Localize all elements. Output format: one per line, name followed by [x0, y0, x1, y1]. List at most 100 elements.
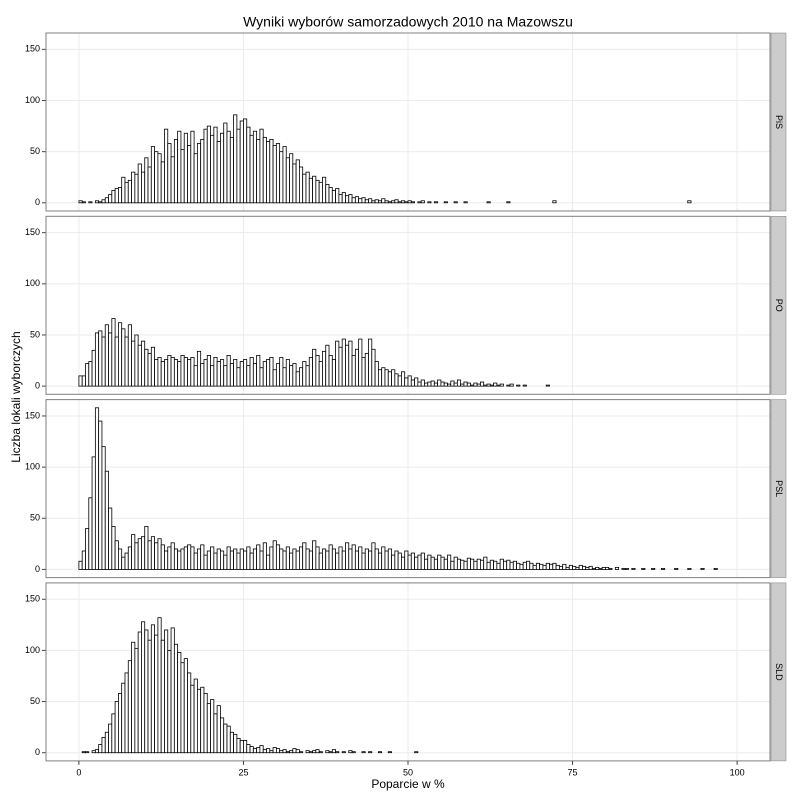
- bar: [91, 349, 96, 387]
- bar: [377, 552, 383, 570]
- bar: [322, 548, 327, 570]
- bar: [216, 141, 221, 204]
- bar: [262, 136, 267, 204]
- bar: [190, 130, 195, 204]
- bar: [203, 554, 208, 570]
- bar: [506, 559, 511, 570]
- bar: [108, 723, 113, 754]
- bar: [302, 361, 307, 387]
- bar: [391, 200, 396, 204]
- bar: [542, 564, 547, 570]
- bar: [127, 179, 132, 204]
- bar: [108, 507, 113, 570]
- y-tick-label: 50: [30, 146, 40, 156]
- bar: [401, 200, 406, 204]
- y-tick-label: 0: [35, 380, 40, 390]
- bar: [213, 713, 218, 754]
- bar: [545, 384, 550, 387]
- bar: [358, 546, 363, 570]
- bar: [493, 560, 498, 570]
- bar: [88, 361, 93, 387]
- bar: [196, 350, 202, 387]
- bar: [180, 548, 185, 570]
- bar: [489, 384, 494, 387]
- bar: [213, 357, 218, 387]
- bar: [351, 544, 356, 570]
- bar: [118, 187, 123, 204]
- bar: [220, 359, 225, 387]
- bar: [397, 375, 402, 387]
- bar: [285, 359, 290, 387]
- bar: [210, 134, 215, 204]
- bar: [275, 363, 281, 387]
- bar: [443, 201, 448, 204]
- bar: [463, 381, 468, 387]
- bar: [114, 188, 119, 204]
- bar: [226, 130, 231, 204]
- bar: [266, 141, 271, 204]
- bar: [94, 749, 100, 754]
- bar: [157, 538, 162, 570]
- bar: [187, 544, 192, 570]
- bar: [473, 560, 478, 570]
- bar: [489, 559, 494, 570]
- bar: [440, 556, 445, 570]
- bar: [338, 546, 343, 570]
- facet-strip: [770, 216, 787, 395]
- bar: [404, 550, 409, 570]
- bar: [348, 750, 353, 754]
- bar: [614, 566, 620, 570]
- bar: [226, 546, 231, 570]
- bar: [476, 383, 481, 387]
- bar: [572, 565, 577, 570]
- bar: [298, 751, 304, 754]
- bar: [210, 699, 215, 754]
- bar: [203, 128, 208, 204]
- bar: [193, 153, 198, 204]
- bar: [216, 705, 221, 754]
- bar: [154, 542, 159, 570]
- bar: [266, 359, 271, 387]
- bar: [529, 562, 534, 570]
- bar: [164, 359, 169, 387]
- bar: [463, 560, 468, 570]
- bar: [180, 662, 185, 754]
- bar: [118, 322, 123, 387]
- bar: [601, 566, 606, 570]
- bar: [131, 171, 136, 204]
- bar: [104, 197, 109, 204]
- bar: [170, 542, 175, 570]
- bar: [259, 128, 264, 204]
- bar: [285, 546, 290, 570]
- bar: [305, 171, 310, 204]
- bar: [420, 379, 425, 387]
- bar: [325, 750, 330, 754]
- bar: [279, 750, 284, 754]
- bar: [164, 128, 169, 204]
- bar: [134, 647, 139, 754]
- bar: [98, 420, 103, 570]
- bar: [354, 550, 360, 570]
- bar: [101, 446, 106, 570]
- bar: [608, 567, 613, 570]
- bar: [499, 558, 504, 570]
- bar: [272, 145, 277, 204]
- bar: [279, 548, 284, 570]
- bar: [407, 200, 412, 204]
- bar: [371, 542, 376, 570]
- bar: [335, 188, 340, 204]
- bar: [328, 187, 333, 204]
- bar: [252, 130, 258, 204]
- bar: [351, 197, 356, 204]
- bar: [200, 138, 205, 204]
- bar: [236, 367, 241, 387]
- bar: [200, 686, 205, 754]
- bar: [345, 344, 350, 387]
- bar: [147, 166, 152, 204]
- bar: [298, 367, 304, 387]
- y-axis-title: Liczba lokali wyborczych: [9, 331, 23, 462]
- bar: [318, 181, 323, 204]
- bar: [170, 156, 175, 204]
- bar: [127, 324, 132, 387]
